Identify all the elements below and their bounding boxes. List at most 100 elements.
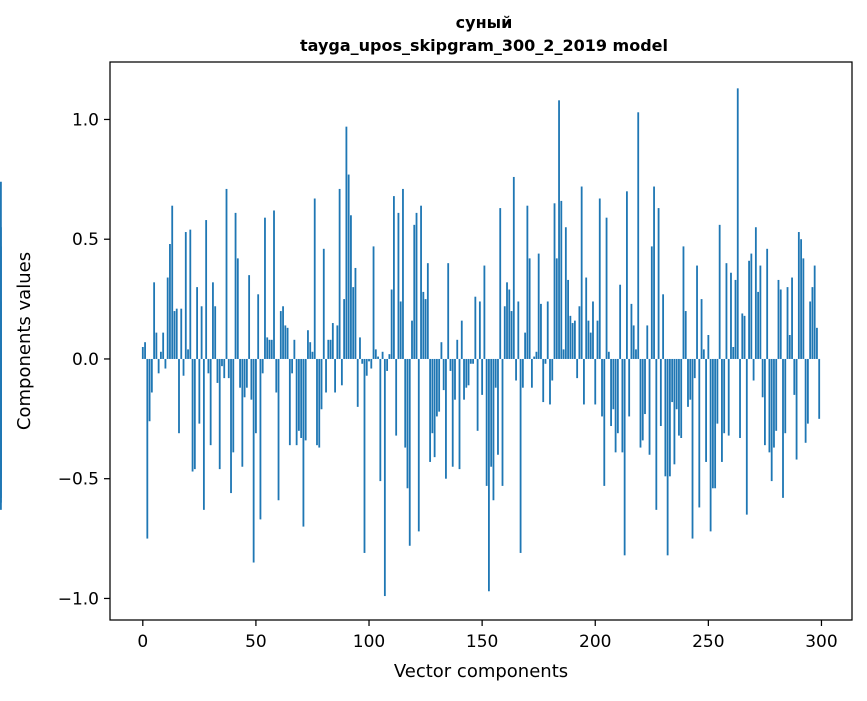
bar — [745, 358, 748, 515]
bar — [372, 246, 375, 359]
bar — [773, 358, 775, 448]
bar — [374, 349, 377, 359]
bar — [639, 358, 642, 448]
bar — [791, 277, 793, 359]
bar — [727, 358, 730, 436]
bar — [784, 358, 787, 434]
bar — [171, 205, 174, 359]
bar — [478, 301, 481, 359]
bar — [517, 301, 520, 359]
bar — [691, 358, 694, 539]
bar — [589, 332, 592, 359]
bar — [239, 358, 241, 388]
bar — [230, 358, 232, 494]
bar — [506, 282, 508, 359]
bar — [282, 306, 284, 359]
bar — [368, 358, 370, 362]
bar — [705, 358, 707, 462]
x-axis-ticks: 0 50 100 150 200 250 300 — [137, 620, 838, 652]
y-tick-label: 0.5 — [72, 230, 99, 250]
bar — [707, 335, 710, 359]
bar — [467, 358, 470, 386]
bar — [273, 210, 275, 359]
bar — [264, 217, 266, 359]
chart-title: суный — [456, 13, 513, 32]
bar — [379, 358, 382, 482]
bar — [739, 358, 741, 438]
bar — [458, 358, 461, 470]
bar — [377, 356, 379, 359]
bar — [764, 358, 766, 446]
bar — [811, 287, 814, 359]
bar — [288, 358, 291, 446]
bar — [0, 358, 2, 462]
bar — [806, 358, 809, 424]
bar — [551, 358, 554, 381]
bar — [255, 358, 257, 434]
bar — [250, 358, 253, 400]
bar — [578, 306, 581, 359]
bar — [549, 358, 551, 405]
bar — [402, 188, 404, 359]
x-tick-label: 0 — [137, 632, 148, 652]
bar — [189, 229, 192, 359]
bar — [623, 358, 626, 556]
bar — [583, 358, 585, 405]
bar — [435, 358, 438, 417]
bar — [297, 358, 300, 431]
bar — [580, 186, 583, 359]
bar — [146, 358, 149, 539]
bar — [426, 263, 429, 359]
bar — [162, 332, 165, 359]
bar — [485, 358, 488, 486]
bar — [338, 188, 341, 359]
bar — [141, 346, 144, 359]
bar — [415, 212, 418, 359]
bar — [417, 358, 420, 532]
bar — [302, 358, 305, 527]
bar — [399, 301, 402, 359]
bar — [438, 358, 441, 412]
bar — [800, 239, 803, 359]
bar — [148, 358, 151, 422]
bar — [626, 191, 628, 359]
bar — [668, 358, 671, 477]
bar — [736, 88, 739, 359]
bar — [456, 339, 459, 359]
bar — [320, 358, 323, 410]
bar — [696, 265, 698, 359]
bar — [553, 203, 556, 359]
bar — [483, 265, 486, 359]
bar — [361, 358, 364, 364]
bar — [650, 246, 653, 359]
bar — [214, 306, 217, 359]
bar — [757, 291, 760, 359]
bar — [488, 358, 490, 592]
bar — [766, 248, 769, 359]
bar — [433, 358, 436, 458]
bar — [711, 358, 714, 489]
bar — [221, 358, 223, 367]
bar — [406, 358, 409, 489]
bar — [698, 358, 701, 508]
bar — [207, 358, 210, 374]
bar — [476, 358, 479, 431]
bar — [533, 356, 536, 359]
x-tick-label: 300 — [805, 632, 837, 652]
bar — [268, 339, 271, 359]
bar — [205, 220, 208, 359]
bar — [157, 358, 160, 374]
bar — [198, 358, 201, 424]
bar — [225, 188, 228, 359]
bar — [422, 291, 425, 359]
bar — [180, 308, 183, 359]
bar — [397, 212, 400, 359]
bar — [671, 358, 674, 403]
x-tick-label: 50 — [245, 632, 267, 652]
bar — [573, 320, 576, 359]
bar — [223, 358, 226, 379]
bar — [607, 351, 610, 359]
bar — [770, 358, 773, 482]
